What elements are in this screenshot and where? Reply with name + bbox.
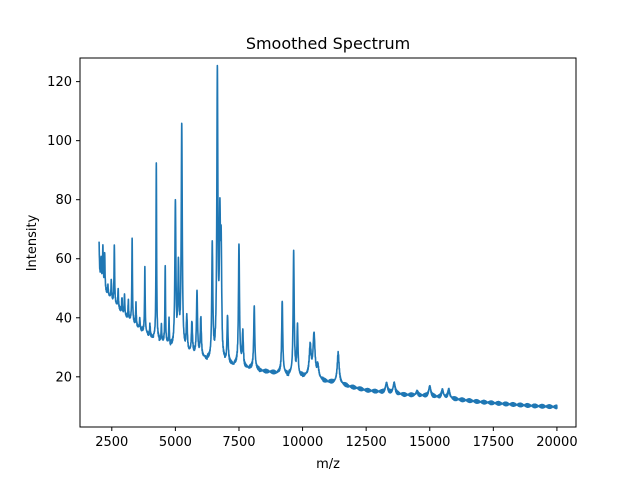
x-tick-label: 15000	[409, 435, 450, 450]
y-tick-label: 60	[55, 252, 72, 267]
x-tick-label: 5000	[159, 435, 192, 450]
y-tick-label: 100	[47, 134, 72, 149]
chart-title: Smoothed Spectrum	[246, 34, 410, 53]
x-axis: 2500 5000 7500 10000 12500 15000 17500 20000	[95, 427, 578, 450]
x-tick-label: 7500	[222, 435, 255, 450]
x-axis-label: m/z	[316, 457, 340, 472]
y-axis-label: Intensity	[25, 214, 40, 271]
y-tick-label: 40	[55, 311, 72, 326]
y-axis: 20 40 60 80 100 120	[47, 75, 80, 385]
x-tick-label: 17500	[473, 435, 514, 450]
x-tick-label: 12500	[345, 435, 386, 450]
x-tick-label: 10000	[282, 435, 323, 450]
plot-frame	[79, 57, 577, 428]
y-tick-label: 20	[55, 370, 72, 385]
spectrum-line	[98, 64, 558, 410]
y-tick-label: 120	[47, 75, 72, 90]
y-tick-label: 80	[55, 193, 72, 208]
plot-area	[98, 64, 558, 410]
x-tick-label: 2500	[95, 435, 128, 450]
x-tick-label: 20000	[536, 435, 577, 450]
